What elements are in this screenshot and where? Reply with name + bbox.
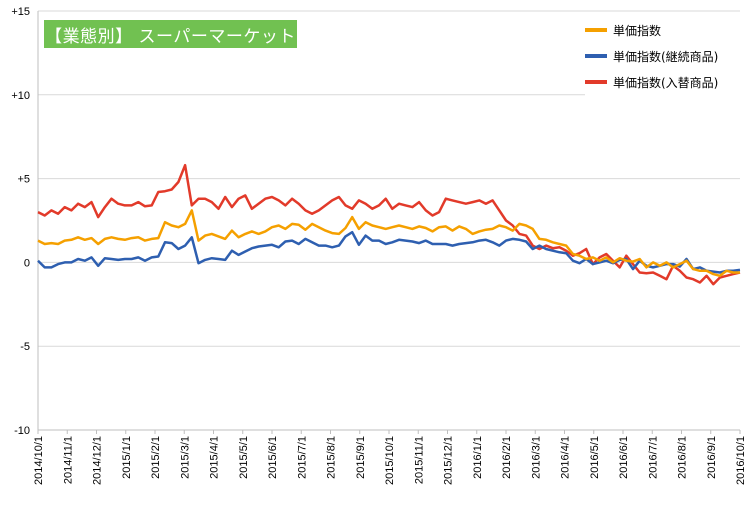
y-tick-label: 0: [24, 257, 30, 269]
x-tick-label: 2014/12/1: [92, 436, 104, 485]
x-tick-label: 2016/8/1: [677, 436, 689, 479]
x-tick-label: 2015/10/1: [384, 436, 396, 485]
legend: 単価指数 単価指数(継続商品) 単価指数(入替商品): [585, 14, 745, 96]
legend-label-unit-price: 単価指数: [613, 23, 662, 38]
x-tick-label: 2014/11/1: [62, 436, 74, 484]
legend-swatch-replaced: [585, 80, 607, 84]
x-tick-label: 2015/3/1: [179, 436, 191, 479]
x-tick-label: 2015/7/1: [296, 436, 308, 479]
x-tick-label: 2015/5/1: [238, 436, 250, 479]
legend-swatch-continuing: [585, 54, 607, 58]
x-tick-label: 2014/10/1: [33, 436, 45, 485]
x-tick-label: 2016/10/1: [735, 436, 745, 485]
legend-item-replaced: 単価指数(入替商品): [585, 72, 718, 92]
y-axis-labels: +15 +10 +5 0 -5 -10: [11, 6, 30, 437]
y-tick-label: +5: [17, 174, 30, 186]
x-tick-label: 2016/1/1: [472, 436, 484, 479]
legend-swatch-unit-price: [585, 28, 607, 32]
legend-item-continuing: 単価指数(継続商品): [585, 46, 718, 66]
x-tick-label: 2016/2/1: [501, 436, 513, 479]
x-tick-label: 2016/3/1: [530, 436, 542, 479]
y-tick-label: +15: [11, 6, 30, 18]
x-tick-label: 2015/4/1: [209, 436, 221, 479]
x-tick-label: 2015/12/1: [443, 436, 455, 485]
y-tick-label: -5: [20, 341, 30, 353]
x-axis: [37, 11, 741, 434]
x-tick-label: 2015/8/1: [326, 436, 338, 479]
x-tick-label: 2015/1/1: [121, 436, 133, 479]
x-tick-label: 2016/7/1: [647, 436, 659, 479]
x-tick-label: 2016/4/1: [560, 436, 572, 479]
x-tick-label: 2016/9/1: [706, 436, 718, 479]
series-line-0: [37, 209, 740, 278]
legend-label-continuing: 単価指数(継続商品): [613, 49, 719, 64]
x-tick-label: 2015/11/1: [413, 436, 425, 484]
legend-item-unit-price: 単価指数: [585, 20, 661, 40]
x-tick-label: 2016/6/1: [618, 436, 630, 479]
x-tick-label: 2015/9/1: [355, 436, 367, 479]
series-line-2: [37, 163, 741, 286]
x-tick-label: 2015/2/1: [150, 436, 162, 479]
series-lines: [37, 163, 741, 286]
y-tick-label: -10: [14, 425, 30, 437]
chart-title-box: 【業態別】 スーパーマーケット: [44, 20, 297, 48]
legend-label-replaced: 単価指数(入替商品): [613, 75, 719, 90]
x-axis-labels: 2014/10/1 2014/11/1 2014/12/1 2015/1/1 2015/…: [33, 436, 745, 485]
series-line-1: [37, 230, 741, 274]
chart-title: 【業態別】 スーパーマーケット: [45, 26, 296, 47]
y-tick-label: +10: [11, 90, 30, 102]
x-tick-label: 2016/5/1: [589, 436, 601, 479]
x-tick-label: 2015/6/1: [267, 436, 279, 479]
